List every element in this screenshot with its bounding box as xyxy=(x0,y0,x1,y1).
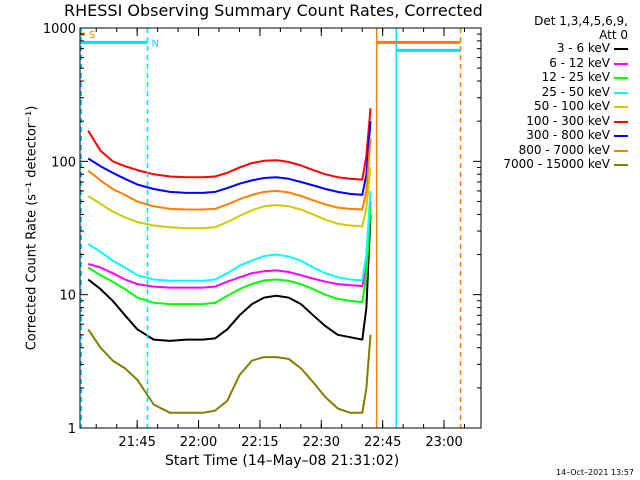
series-line-0 xyxy=(87,214,372,342)
series-line-6 xyxy=(87,121,372,196)
plot-frame xyxy=(79,27,482,429)
y-tick-label-3: 1000 xyxy=(43,22,76,37)
legend-entry-4: 50 - 100 keV xyxy=(486,99,628,113)
legend-swatch-4 xyxy=(614,106,628,108)
flag-label-1: N xyxy=(152,38,159,49)
legend-label-0: 3 - 6 keV xyxy=(556,41,610,55)
series-line-1 xyxy=(87,201,372,289)
legend-label-6: 300 - 800 keV xyxy=(526,128,610,142)
legend-entry-3: 25 - 50 keV xyxy=(486,85,628,99)
legend-header-attenuator: Att 0 xyxy=(599,28,628,42)
x-tick-label-3: 22:30 xyxy=(303,435,340,450)
legend-label-3: 25 - 50 keV xyxy=(541,84,610,99)
legend-swatch-7 xyxy=(614,149,628,152)
chart-title: RHESSI Observing Summary Count Rates, Co… xyxy=(64,1,483,20)
series-line-7 xyxy=(87,137,372,211)
legend-swatch-3 xyxy=(614,91,628,94)
legend-entry-5: 100 - 300 keV xyxy=(486,114,628,128)
x-tick-label-1: 22:00 xyxy=(180,435,217,450)
legend-label-8: 7000 - 15000 keV xyxy=(503,157,610,171)
y-tick-label-2: 100 xyxy=(51,155,76,170)
series-line-5 xyxy=(87,108,372,181)
legend-swatch-0 xyxy=(614,48,628,50)
flag-label-0: S xyxy=(89,30,95,41)
legend-entry-0: 3 - 6 keV xyxy=(486,41,628,55)
y-axis-label: Corrected Count Rate (s⁻¹ detector⁻¹) xyxy=(24,105,40,351)
y-tick-label-0: 1 xyxy=(68,422,76,437)
legend-swatch-2 xyxy=(614,77,628,79)
series-line-8 xyxy=(87,328,372,414)
generation-timestamp: 14–Oct–2021 13:57 xyxy=(556,468,634,477)
legend-swatch-6 xyxy=(614,135,628,137)
legend-label-4: 50 - 100 keV xyxy=(533,99,610,113)
legend-label-1: 6 - 12 keV xyxy=(549,55,610,70)
x-tick-label-5: 23:00 xyxy=(425,435,462,450)
x-tick-label-0: 21:45 xyxy=(118,435,155,450)
legend-label-5: 100 - 300 keV xyxy=(526,113,610,128)
legend-label-7: 800 - 7000 keV xyxy=(518,142,610,157)
legend-swatch-1 xyxy=(614,62,628,65)
legend-entry-8: 7000 - 15000 keV xyxy=(486,157,628,171)
x-axis-label: Start Time (14–May–08 21:31:02) xyxy=(165,453,400,469)
legend-entry-1: 6 - 12 keV xyxy=(486,56,628,70)
y-tick-label-1: 10 xyxy=(59,289,76,304)
legend-header-detectors: Det 1,3,4,5,6,9, xyxy=(534,14,628,28)
legend-entry-2: 12 - 25 keV xyxy=(486,70,628,84)
series-line-4 xyxy=(87,167,372,230)
legend-swatch-5 xyxy=(614,120,628,123)
legend-swatch-8 xyxy=(614,164,628,166)
series-line-3 xyxy=(87,190,372,282)
legend-entry-7: 800 - 7000 keV xyxy=(486,143,628,157)
legend-entry-6: 300 - 800 keV xyxy=(486,128,628,142)
series-line-2 xyxy=(87,207,372,306)
x-tick-label-2: 22:15 xyxy=(241,435,278,450)
x-tick-label-4: 22:45 xyxy=(364,435,401,450)
legend-label-2: 12 - 25 keV xyxy=(541,70,610,84)
